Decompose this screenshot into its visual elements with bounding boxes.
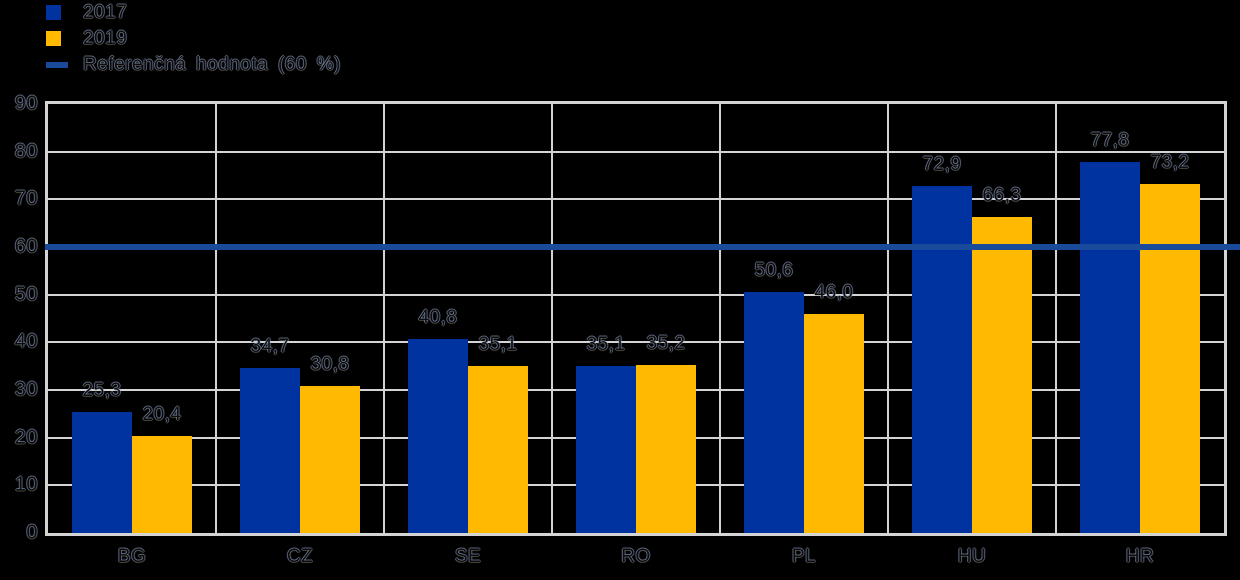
- y-axis-label-0: 0: [26, 521, 38, 544]
- bar-2017-PL: [744, 291, 804, 533]
- bar-2019-SE: [468, 365, 528, 533]
- y-axis: 0 10 20 30 40 50 60 70 80 90: [0, 93, 38, 544]
- bar-2017-HU: [912, 185, 972, 533]
- y-axis-label-50: 50: [14, 283, 38, 306]
- value-label-2019-PL: 46,0: [814, 281, 854, 303]
- bar-group-SE: 40,8 35,1: [384, 104, 552, 533]
- bar-group-CZ: 34,7 30,8: [216, 104, 384, 533]
- y-axis-label-20: 20: [14, 426, 38, 449]
- x-axis-label-RO: RO: [621, 546, 651, 567]
- value-label-2019-SE: 35,1: [478, 333, 518, 355]
- gridline-vertical-4: [719, 104, 721, 533]
- plot-area: 25,3 20,4 34,7 30,8 40,8 35,1 35,1 35,2 50,6 46,0…: [45, 101, 1240, 536]
- bar-2019-CZ: [300, 386, 360, 533]
- legend-item-2019: 2019: [46, 28, 341, 49]
- gridline-vertical-3: [551, 104, 553, 533]
- gridline-horizontal-50: [48, 293, 1224, 296]
- x-axis-label-SE: SE: [454, 546, 482, 567]
- y-axis-label-40: 40: [14, 330, 38, 353]
- bar-2017-HR: [1080, 162, 1140, 533]
- y-axis-label-90: 90: [14, 92, 38, 115]
- x-axis-label-PL: PL: [791, 546, 817, 567]
- legend-swatch-2017-icon: [46, 5, 61, 20]
- value-label-2019-HR: 73,2: [1150, 152, 1190, 174]
- value-label-2017-BG: 25,3: [82, 380, 122, 402]
- value-label-2017-HU: 72,9: [922, 153, 962, 175]
- bar-group-BG: 25,3 20,4: [48, 104, 216, 533]
- reference-line: [45, 244, 1240, 251]
- gridline-horizontal-40: [48, 341, 1224, 344]
- y-axis-label-60: 60: [14, 235, 38, 258]
- legend-swatch-box: [46, 5, 83, 20]
- value-label-2019-BG: 20,4: [142, 403, 182, 425]
- gridline-horizontal-80: [48, 150, 1224, 153]
- bar-2017-SE: [408, 338, 468, 533]
- gridline-vertical-6: [1055, 104, 1057, 533]
- legend-swatch-box: [46, 31, 83, 46]
- x-axis-label-HU: HU: [957, 546, 987, 567]
- legend-swatch-box: [46, 61, 83, 68]
- bar-2019-HU: [972, 216, 1032, 533]
- bar-group-HU: 72,9 66,3: [888, 104, 1056, 533]
- chart-legend: 2017 2019 Referenčná hodnota (60 %): [46, 2, 341, 83]
- bar-2017-RO: [576, 365, 636, 533]
- legend-label-2017: 2017: [83, 2, 128, 23]
- bar-group-HR: 77,8 73,2: [1056, 104, 1224, 533]
- value-label-2017-HR: 77,8: [1090, 130, 1130, 152]
- legend-label-2019: 2019: [83, 28, 128, 49]
- bar-group-PL: 50,6 46,0: [720, 104, 888, 533]
- legend-swatch-2019-icon: [46, 31, 61, 46]
- bar-2019-PL: [804, 313, 864, 533]
- gridline-vertical-1: [215, 104, 217, 533]
- value-label-2017-RO: 35,1: [586, 333, 626, 355]
- x-axis: BG CZ SE RO PL HU HR: [48, 546, 1224, 572]
- x-axis-label-HR: HR: [1125, 546, 1155, 567]
- bar-2017-CZ: [240, 367, 300, 533]
- value-label-2017-PL: 50,6: [754, 259, 794, 281]
- y-axis-label-30: 30: [14, 378, 38, 401]
- x-axis-label-CZ: CZ: [286, 546, 314, 567]
- bar-2019-RO: [636, 365, 696, 533]
- y-axis-label-10: 10: [14, 473, 38, 496]
- value-label-2019-CZ: 30,8: [310, 354, 350, 376]
- legend-label-reference: Referenčná hodnota (60 %): [83, 54, 341, 75]
- y-axis-label-70: 70: [14, 187, 38, 210]
- x-axis-label-BG: BG: [117, 546, 147, 567]
- y-axis-label-80: 80: [14, 140, 38, 163]
- value-label-2017-SE: 40,8: [418, 306, 458, 328]
- bar-group-RO: 35,1 35,2: [552, 104, 720, 533]
- value-label-2019-RO: 35,2: [646, 333, 686, 355]
- gridline-vertical-5: [887, 104, 889, 533]
- bar-2019-BG: [132, 435, 192, 533]
- bar-2019-HR: [1140, 184, 1200, 533]
- legend-item-2017: 2017: [46, 2, 341, 23]
- bar-2017-BG: [72, 412, 132, 533]
- legend-reference-line-icon: [46, 61, 68, 68]
- value-label-2019-HU: 66,3: [982, 184, 1022, 206]
- value-label-2017-CZ: 34,7: [250, 335, 290, 357]
- gridline-vertical-2: [383, 104, 385, 533]
- gridline-horizontal-70: [48, 198, 1224, 201]
- legend-item-reference: Referenčná hodnota (60 %): [46, 54, 341, 75]
